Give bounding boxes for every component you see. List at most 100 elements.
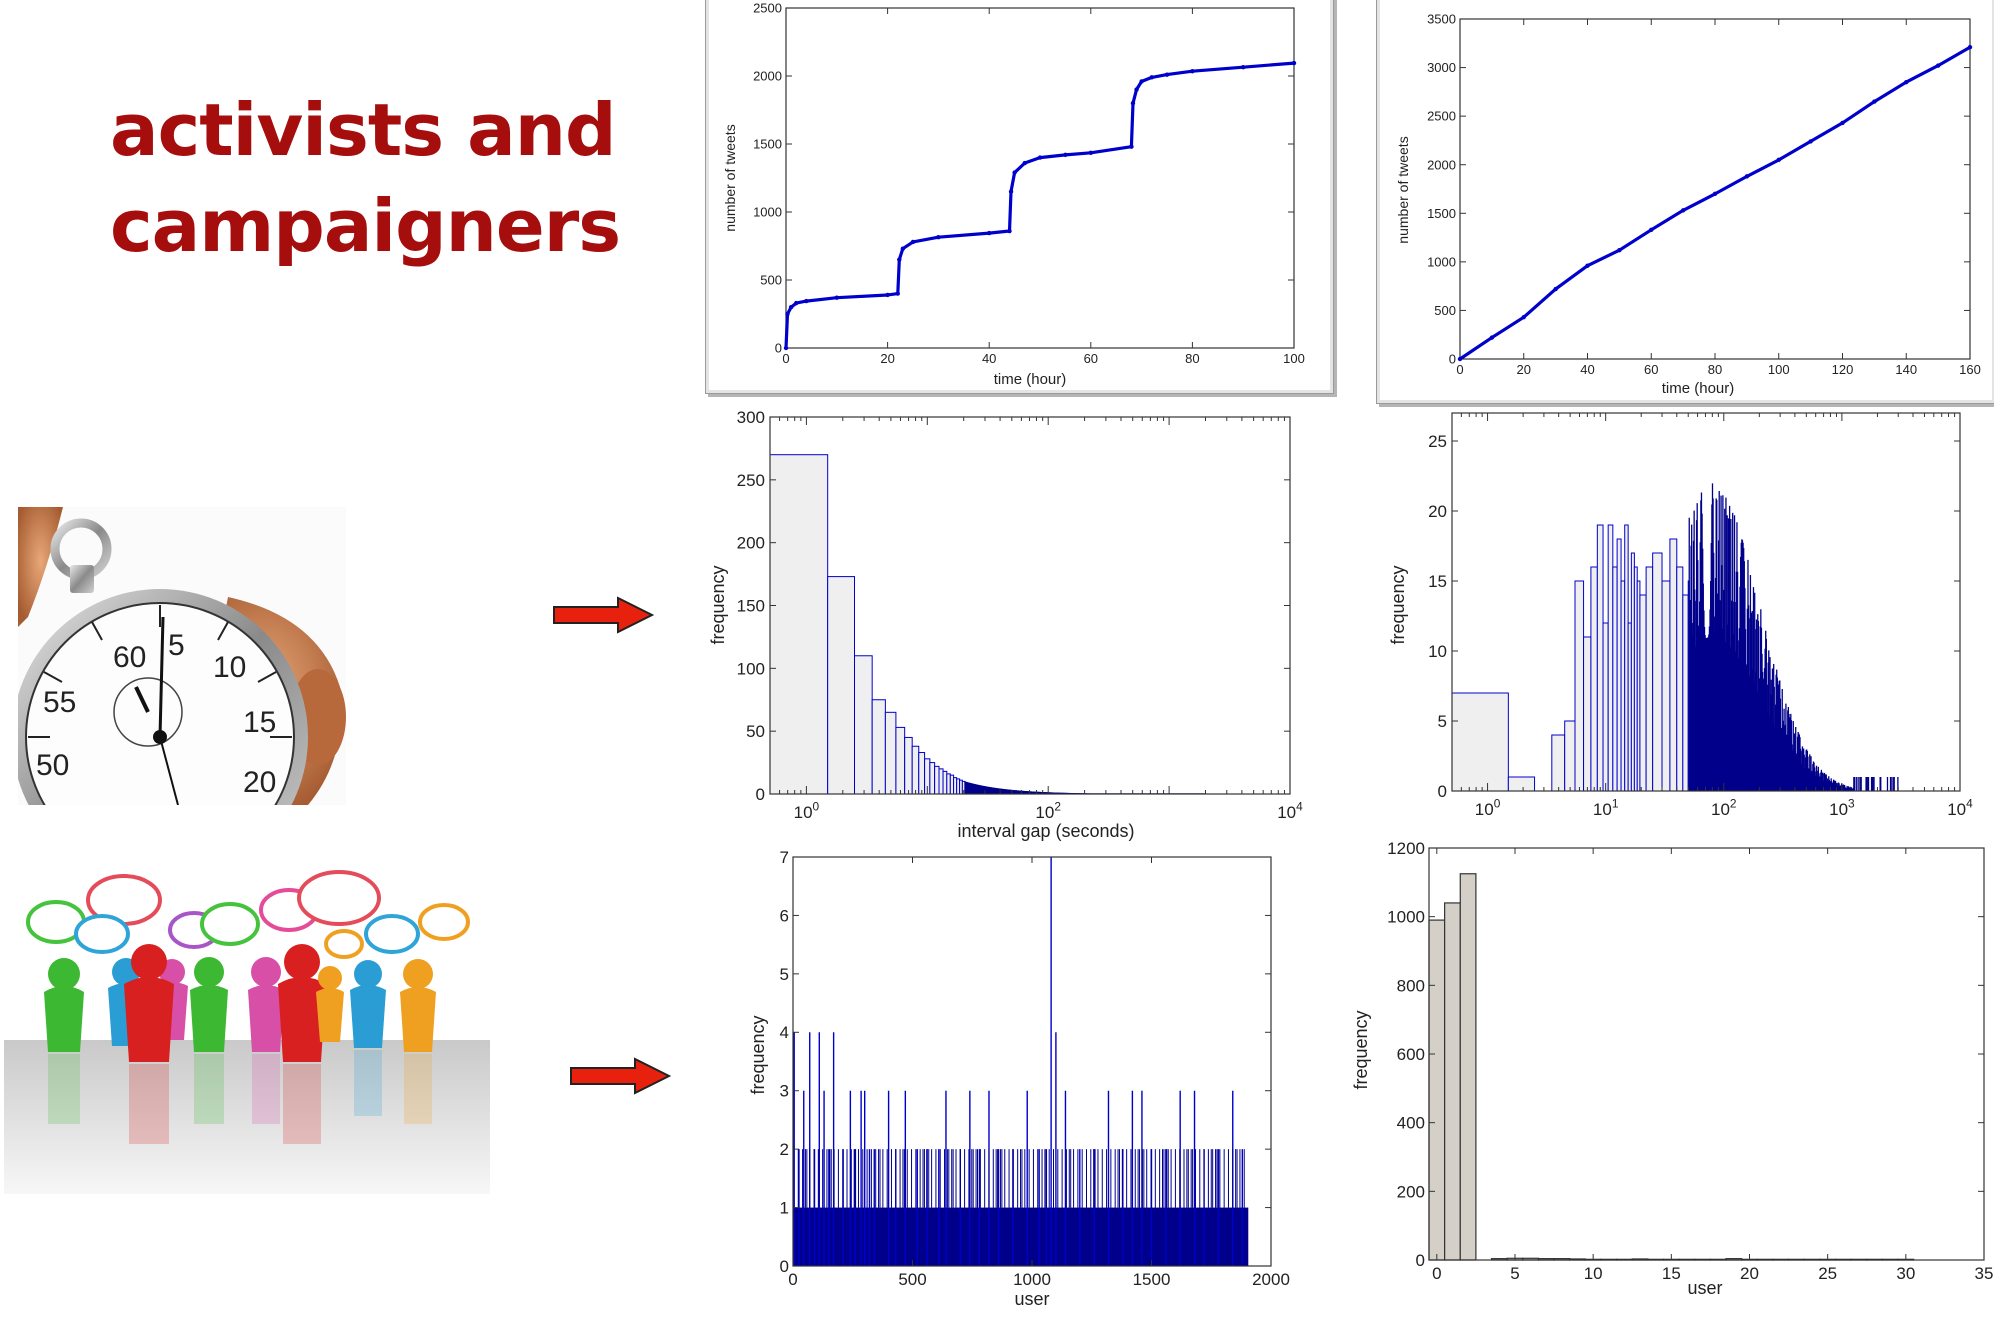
x-tick-label: 30 [1896, 1264, 1915, 1283]
data-point [1617, 248, 1621, 252]
data-point [1904, 80, 1908, 84]
histogram-bar [939, 769, 943, 794]
histogram-bar [1508, 777, 1534, 791]
y-tick-label: 0 [775, 341, 782, 356]
data-point [936, 235, 940, 239]
histogram-bar [1597, 525, 1603, 791]
user-bar [1429, 920, 1445, 1260]
x-axis-label: time (hour) [1662, 380, 1735, 397]
y-tick-label: 25 [1428, 432, 1447, 451]
data-point [885, 293, 889, 297]
arrow-icon-2 [569, 1057, 671, 1095]
svg-text:10: 10 [213, 651, 246, 684]
y-tick-label: 0 [756, 785, 765, 804]
x-tick-label: 102 [1035, 799, 1061, 822]
data-point [1713, 192, 1717, 196]
data-point [1129, 145, 1133, 149]
y-tick-label: 50 [746, 722, 765, 741]
histogram-bar [1608, 525, 1613, 791]
histogram-bar [919, 753, 925, 794]
y-tick-label: 0 [780, 1257, 789, 1276]
data-point [1007, 229, 1011, 233]
y-tick-label: 2000 [1427, 157, 1456, 172]
data-point [897, 257, 901, 261]
svg-text:55: 55 [43, 686, 76, 719]
x-tick-label: 60 [1644, 362, 1658, 377]
x-tick-label: 1500 [1133, 1270, 1171, 1289]
svg-text:50: 50 [36, 749, 69, 782]
x-tick-label: 0 [782, 351, 789, 366]
x-tick-label: 20 [1740, 1264, 1759, 1283]
y-tick-label: 600 [1397, 1045, 1425, 1064]
y-tick-label: 0 [1416, 1251, 1425, 1270]
user-frequency-chart-b: 0 5 10 15 20 25 30 35020040060080010001200 user… [1340, 838, 1990, 1308]
svg-text:20: 20 [243, 766, 276, 799]
data-point [835, 295, 839, 299]
user-frequency-chart-a: 0 500 1000 1500 200001234567 user frequency [730, 845, 1290, 1315]
data-point [1872, 99, 1876, 103]
y-tick-label: 10 [1428, 642, 1447, 661]
data-point [794, 301, 798, 305]
data-point [1522, 315, 1526, 319]
histogram-bar [1640, 595, 1646, 791]
y-tick-label: 1500 [753, 137, 782, 152]
x-tick-label: 102 [1711, 796, 1737, 819]
y-axis-label: frequency [748, 1015, 768, 1094]
y-tick-label: 3 [780, 1082, 789, 1101]
crowd-people-icon [4, 862, 490, 1194]
svg-text:15: 15 [243, 706, 276, 739]
histogram-bar [930, 763, 935, 794]
interval-gap-histogram-b: 0510152025100 101 102 103 104 frequency [1376, 405, 1992, 845]
y-tick-label: 0 [1449, 352, 1456, 367]
data-point [784, 346, 788, 350]
data-point [1012, 170, 1016, 174]
data-point [1292, 61, 1296, 65]
histogram-bar [1653, 553, 1662, 791]
y-axis-label: frequency [1351, 1010, 1371, 1089]
data-point [785, 312, 789, 316]
x-tick-label: 104 [1947, 796, 1973, 819]
x-tick-label: 104 [1277, 799, 1303, 822]
user-bar [1460, 874, 1476, 1260]
histogram-bar [1621, 581, 1625, 791]
x-tick-label: 40 [1580, 362, 1594, 377]
y-tick-label: 1200 [1387, 839, 1425, 858]
x-tick-label: 500 [898, 1270, 926, 1289]
svg-text:5: 5 [168, 629, 185, 662]
y-tick-label: 150 [737, 597, 765, 616]
data-point [789, 305, 793, 309]
data-point [1063, 153, 1067, 157]
svg-text:60: 60 [113, 641, 146, 674]
x-tick-label: 0 [788, 1270, 797, 1289]
y-tick-label: 20 [1428, 502, 1447, 521]
y-tick-label: 3500 [1427, 12, 1456, 27]
x-tick-label: 100 [1283, 351, 1305, 366]
data-point [1458, 357, 1462, 361]
data-point [1139, 79, 1143, 83]
y-tick-label: 7 [780, 848, 789, 867]
crowd-speech-bubbles-illustration [4, 862, 490, 1194]
x-tick-label: 25 [1818, 1264, 1837, 1283]
data-point [1009, 189, 1013, 193]
y-tick-label: 4 [780, 1023, 789, 1042]
x-tick-label: 0 [1432, 1264, 1441, 1283]
y-axis-label: number of tweets [722, 124, 738, 231]
y-axis-label: frequency [708, 565, 728, 644]
data-point [1150, 75, 1154, 79]
y-tick-label: 500 [1434, 303, 1456, 318]
y-tick-label: 5 [1438, 712, 1447, 731]
x-tick-label: 1000 [1013, 1270, 1051, 1289]
y-tick-label: 2500 [1427, 109, 1456, 124]
x-tick-label: 140 [1895, 362, 1917, 377]
x-tick-label: 80 [1708, 362, 1722, 377]
data-point [1808, 139, 1812, 143]
histogram-bar [1452, 693, 1508, 791]
x-tick-label: 120 [1832, 362, 1854, 377]
arrow-icon-1 [552, 596, 654, 634]
histogram-bar [1617, 539, 1621, 791]
y-tick-label: 15 [1428, 572, 1447, 591]
histogram-bar [912, 746, 919, 794]
data-point [987, 231, 991, 235]
histogram-bar [1603, 623, 1608, 791]
data-point [1023, 161, 1027, 165]
